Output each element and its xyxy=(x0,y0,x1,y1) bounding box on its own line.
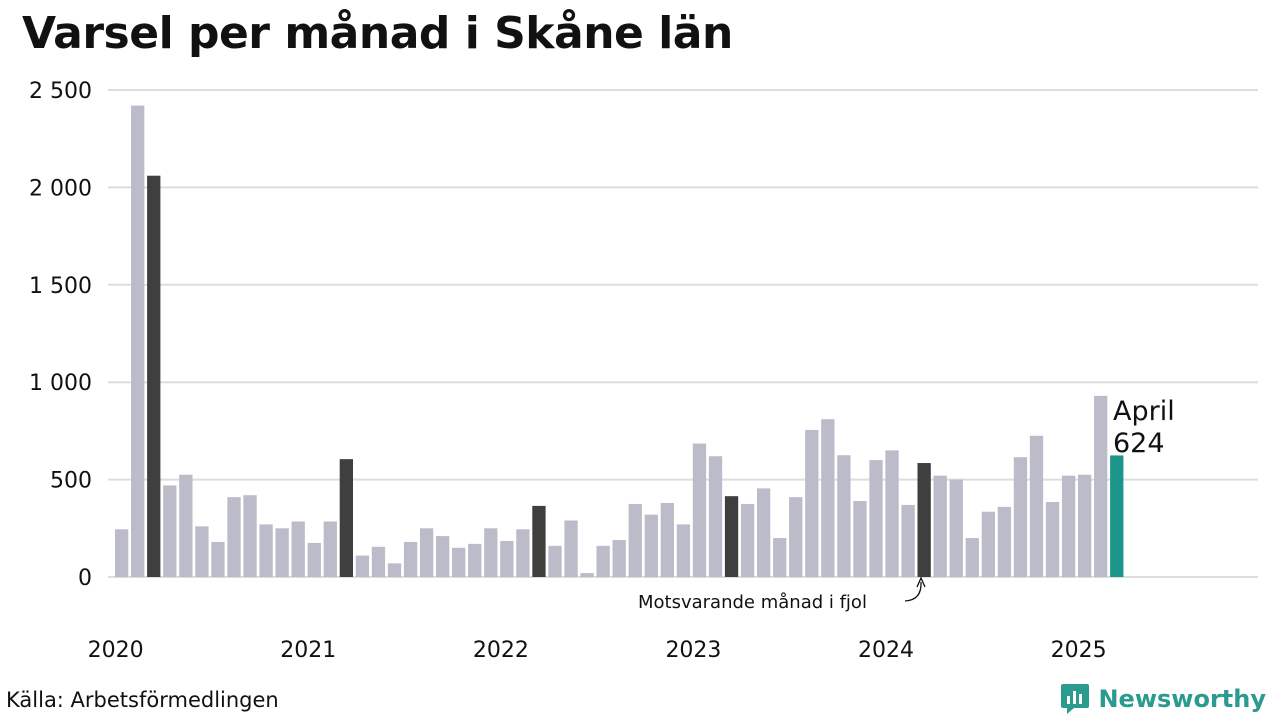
bar xyxy=(323,521,337,577)
bar xyxy=(500,540,514,577)
newsworthy-logo-icon xyxy=(1061,684,1090,714)
bar xyxy=(805,429,819,577)
bar xyxy=(628,503,642,577)
brand: Newsworthy xyxy=(1060,682,1266,716)
chart-title: Varsel per månad i Skåne län xyxy=(22,8,733,59)
bar xyxy=(692,443,707,577)
x-tick-label: 2024 xyxy=(858,638,914,663)
y-axis-ticks: 0 500 1 000 1 500 2 000 2 500 xyxy=(29,79,92,591)
bar xyxy=(789,497,803,577)
y-tick-label: 500 xyxy=(50,469,92,494)
y-tick-label: 1 500 xyxy=(29,274,92,299)
x-tick-label: 2025 xyxy=(1051,638,1107,663)
bar xyxy=(275,528,289,577)
bar xyxy=(403,541,418,577)
bar xyxy=(997,506,1012,577)
x-tick-label: 2023 xyxy=(665,638,721,663)
annotation-arrow xyxy=(904,581,922,602)
x-axis-ticks: 2020 2021 2022 2023 2024 2025 xyxy=(88,638,1107,663)
bar xyxy=(676,524,691,577)
bar xyxy=(227,497,241,577)
bar xyxy=(901,504,915,577)
bars xyxy=(115,105,1124,577)
bar xyxy=(612,539,626,577)
bar xyxy=(981,511,995,577)
bar xyxy=(163,485,177,577)
bar xyxy=(195,526,209,577)
bar xyxy=(1078,474,1092,577)
y-tick-label: 1 000 xyxy=(29,371,92,396)
bar xyxy=(821,419,835,577)
bar xyxy=(1061,475,1076,577)
bar xyxy=(660,502,674,577)
bar xyxy=(580,573,594,577)
bar xyxy=(853,501,867,577)
annotation-arrowhead xyxy=(916,576,926,588)
bar-current-month xyxy=(1110,455,1124,577)
bar xyxy=(1094,395,1108,577)
bar xyxy=(740,503,755,577)
bar xyxy=(131,105,145,577)
bar xyxy=(1029,435,1044,577)
bar xyxy=(837,455,851,577)
x-tick-label: 2020 xyxy=(88,638,144,663)
bar xyxy=(419,528,434,577)
bar xyxy=(243,495,257,577)
current-value-label: 624 xyxy=(1113,428,1165,459)
bar-same-month-last-year xyxy=(532,505,546,577)
y-tick-label: 0 xyxy=(78,566,92,591)
current-month-label: April xyxy=(1113,396,1175,427)
bar xyxy=(259,524,273,577)
bar xyxy=(211,541,225,577)
bar xyxy=(452,547,466,577)
bar xyxy=(596,545,610,577)
bar xyxy=(1013,457,1028,577)
bar xyxy=(371,546,386,577)
bar xyxy=(548,545,562,577)
bar xyxy=(757,488,771,577)
bar-same-month-last-year xyxy=(147,175,161,577)
bar xyxy=(516,529,530,577)
bar xyxy=(468,543,482,577)
bar xyxy=(933,475,947,577)
bar xyxy=(484,528,498,577)
annotation-text: Motsvarande månad i fjol xyxy=(638,592,867,613)
y-tick-label: 2 500 xyxy=(29,79,92,104)
brand-name: Newsworthy xyxy=(1098,685,1266,713)
labels: April 624 Motsvarande månad i fjol xyxy=(638,396,1175,613)
source-note: Källa: Arbetsförmedlingen xyxy=(6,688,279,712)
bar xyxy=(291,521,305,577)
bar xyxy=(387,563,402,577)
bar xyxy=(949,479,963,577)
bar-same-month-last-year xyxy=(339,459,353,577)
bar xyxy=(1045,502,1060,577)
bar xyxy=(773,538,787,577)
bar xyxy=(115,529,129,577)
bar-same-month-last-year xyxy=(917,463,931,577)
bar xyxy=(885,450,899,577)
bar xyxy=(436,536,450,577)
bar xyxy=(564,520,578,577)
bar xyxy=(965,538,979,577)
bar xyxy=(179,474,193,577)
bar xyxy=(355,555,370,577)
x-tick-label: 2022 xyxy=(473,638,529,663)
y-tick-label: 2 000 xyxy=(29,176,92,201)
bar xyxy=(708,456,723,577)
x-tick-label: 2021 xyxy=(280,638,336,663)
bar xyxy=(644,514,658,577)
bar xyxy=(869,460,883,577)
bar-same-month-last-year xyxy=(724,496,739,577)
bar xyxy=(307,542,321,577)
